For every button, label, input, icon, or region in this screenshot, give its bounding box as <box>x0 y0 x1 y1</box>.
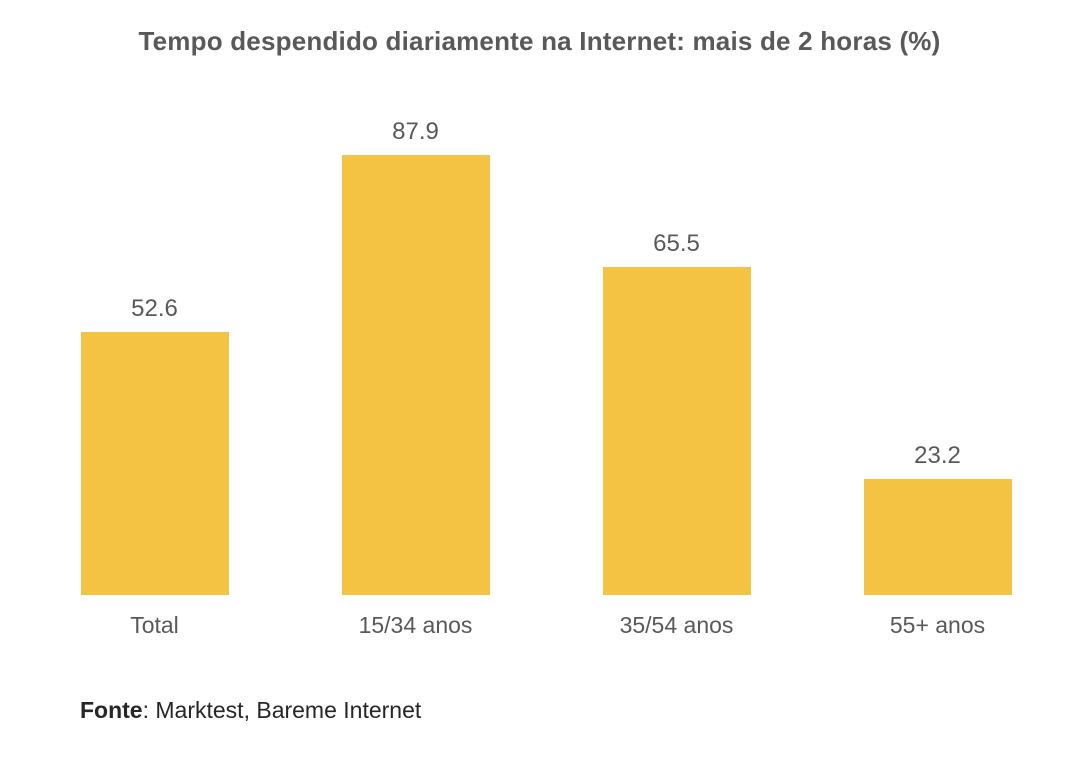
x-axis-labels: Total 15/34 anos 35/54 anos 55+ anos <box>24 612 1068 639</box>
source-note: Fonte: Marktest, Bareme Internet <box>80 697 421 724</box>
data-label: 65.5 <box>653 230 700 257</box>
bar-group-55plus: 23.2 <box>807 444 1068 595</box>
bar-group-35-54: 65.5 <box>546 232 807 595</box>
bar <box>863 479 1012 595</box>
axis-label: 35/54 anos <box>619 612 734 638</box>
axis-label: 55+ anos <box>889 612 986 638</box>
data-label: 23.2 <box>914 442 961 469</box>
data-label: 52.6 <box>131 295 178 322</box>
bar <box>602 267 751 595</box>
chart-title: Tempo despendido diariamente na Internet… <box>138 26 941 56</box>
data-label: 87.9 <box>392 118 439 145</box>
axis-label: 15/34 anos <box>358 612 473 638</box>
bar-group-total: 52.6 <box>24 297 285 595</box>
bar <box>80 332 229 595</box>
bar-group-15-34: 87.9 <box>285 120 546 595</box>
bar <box>341 155 490 595</box>
axis-label: Total <box>130 612 179 638</box>
plot-area: 52.6 87.9 65.5 23.2 <box>24 95 1068 595</box>
source-text: : Marktest, Bareme Internet <box>142 697 422 723</box>
source-label: Fonte <box>80 697 143 723</box>
